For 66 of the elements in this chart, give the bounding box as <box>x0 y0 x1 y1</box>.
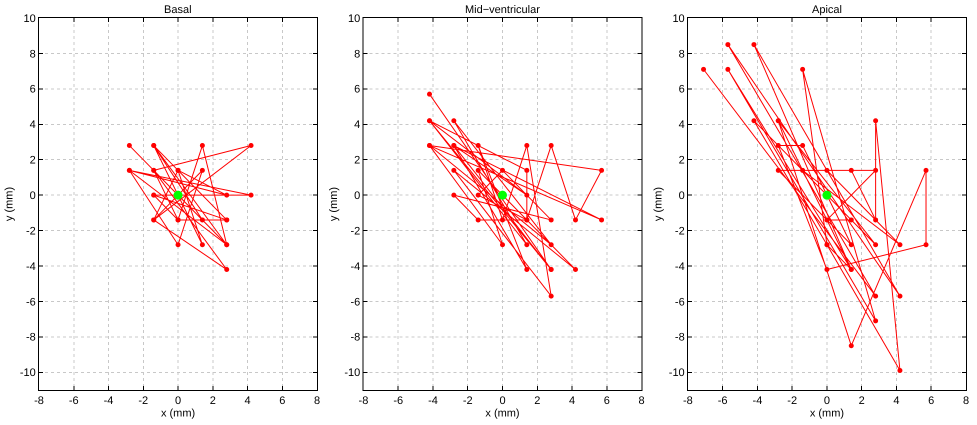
y-tick-label: 2 <box>678 154 685 167</box>
chart-title: Mid−ventricular <box>465 4 540 16</box>
x-tick-label: 4 <box>244 395 251 408</box>
y-tick-label: 8 <box>354 48 360 60</box>
y-tick-label: -2 <box>26 225 36 238</box>
y-tick-label: 10 <box>348 12 360 25</box>
y-tick-label: 4 <box>354 119 360 132</box>
y-tick-label: 8 <box>30 48 36 60</box>
x-tick-label: -2 <box>462 395 473 408</box>
chart-title: Apical <box>812 4 842 16</box>
y-tick-label: -2 <box>350 225 360 238</box>
x-tick-label: 4 <box>568 395 576 408</box>
y-axis-title: y (mm) <box>4 186 16 222</box>
x-tick-label: 0 <box>174 395 182 408</box>
y-tick-label: 4 <box>30 119 36 132</box>
x-tick-label: -6 <box>393 395 404 408</box>
x-axis-title: x (mm) <box>160 407 196 420</box>
y-tick-label: -8 <box>350 332 360 344</box>
y-tick-label: 10 <box>672 12 685 25</box>
x-tick-label: 2 <box>858 395 865 408</box>
x-tick-label: -6 <box>718 395 728 408</box>
y-tick-label: 0 <box>354 190 360 202</box>
x-tick-label: 6 <box>604 395 610 408</box>
y-tick-label: -8 <box>26 332 36 344</box>
x-tick-label: -2 <box>787 395 798 408</box>
y-axis-title: y (mm) <box>652 186 664 222</box>
x-tick-label: -4 <box>752 395 762 408</box>
y-tick-label: -4 <box>26 260 36 273</box>
y-tick-label: 0 <box>678 190 685 202</box>
x-tick-label: 2 <box>534 395 540 408</box>
chart-title: Basal <box>164 4 192 16</box>
x-tick-label: 6 <box>279 395 286 408</box>
y-tick-label: 2 <box>354 154 360 167</box>
x-tick-label: 0 <box>824 395 830 408</box>
y-tick-label: -6 <box>350 296 360 308</box>
y-tick-label: -6 <box>26 296 36 308</box>
y-tick-label: -10 <box>344 367 360 380</box>
y-tick-label: -4 <box>674 260 685 273</box>
y-tick-label: 0 <box>30 190 36 202</box>
y-tick-label: 4 <box>678 119 685 132</box>
x-tick-label: -4 <box>104 395 114 408</box>
y-tick-label: -4 <box>350 260 360 273</box>
x-tick-label: -2 <box>138 395 148 408</box>
x-tick-label: 6 <box>928 395 934 408</box>
y-tick-label: -6 <box>674 296 685 308</box>
y-tick-label: 10 <box>24 12 36 25</box>
y-axis-title: y (mm) <box>328 186 340 222</box>
x-tick-label: 2 <box>210 395 216 408</box>
y-tick-label: 2 <box>30 154 36 167</box>
y-tick-label: -8 <box>674 332 685 344</box>
x-tick-label: 8 <box>962 395 970 408</box>
x-tick-label: 4 <box>893 395 900 408</box>
x-axis-title: x (mm) <box>485 407 520 420</box>
y-tick-label: 6 <box>678 84 685 96</box>
x-tick-label: -4 <box>428 395 438 408</box>
x-tick-label: 8 <box>314 395 320 408</box>
y-tick-label: 8 <box>678 48 685 60</box>
x-tick-label: -6 <box>68 395 79 408</box>
x-tick-label: 0 <box>499 395 506 408</box>
x-tick-label: 8 <box>638 395 645 408</box>
y-tick-label: -2 <box>674 225 685 238</box>
y-tick-label: -10 <box>20 367 36 380</box>
y-tick-label: -10 <box>668 367 685 380</box>
y-tick-label: 6 <box>30 84 36 96</box>
x-axis-title: x (mm) <box>810 407 844 420</box>
y-tick-label: 6 <box>354 84 360 96</box>
